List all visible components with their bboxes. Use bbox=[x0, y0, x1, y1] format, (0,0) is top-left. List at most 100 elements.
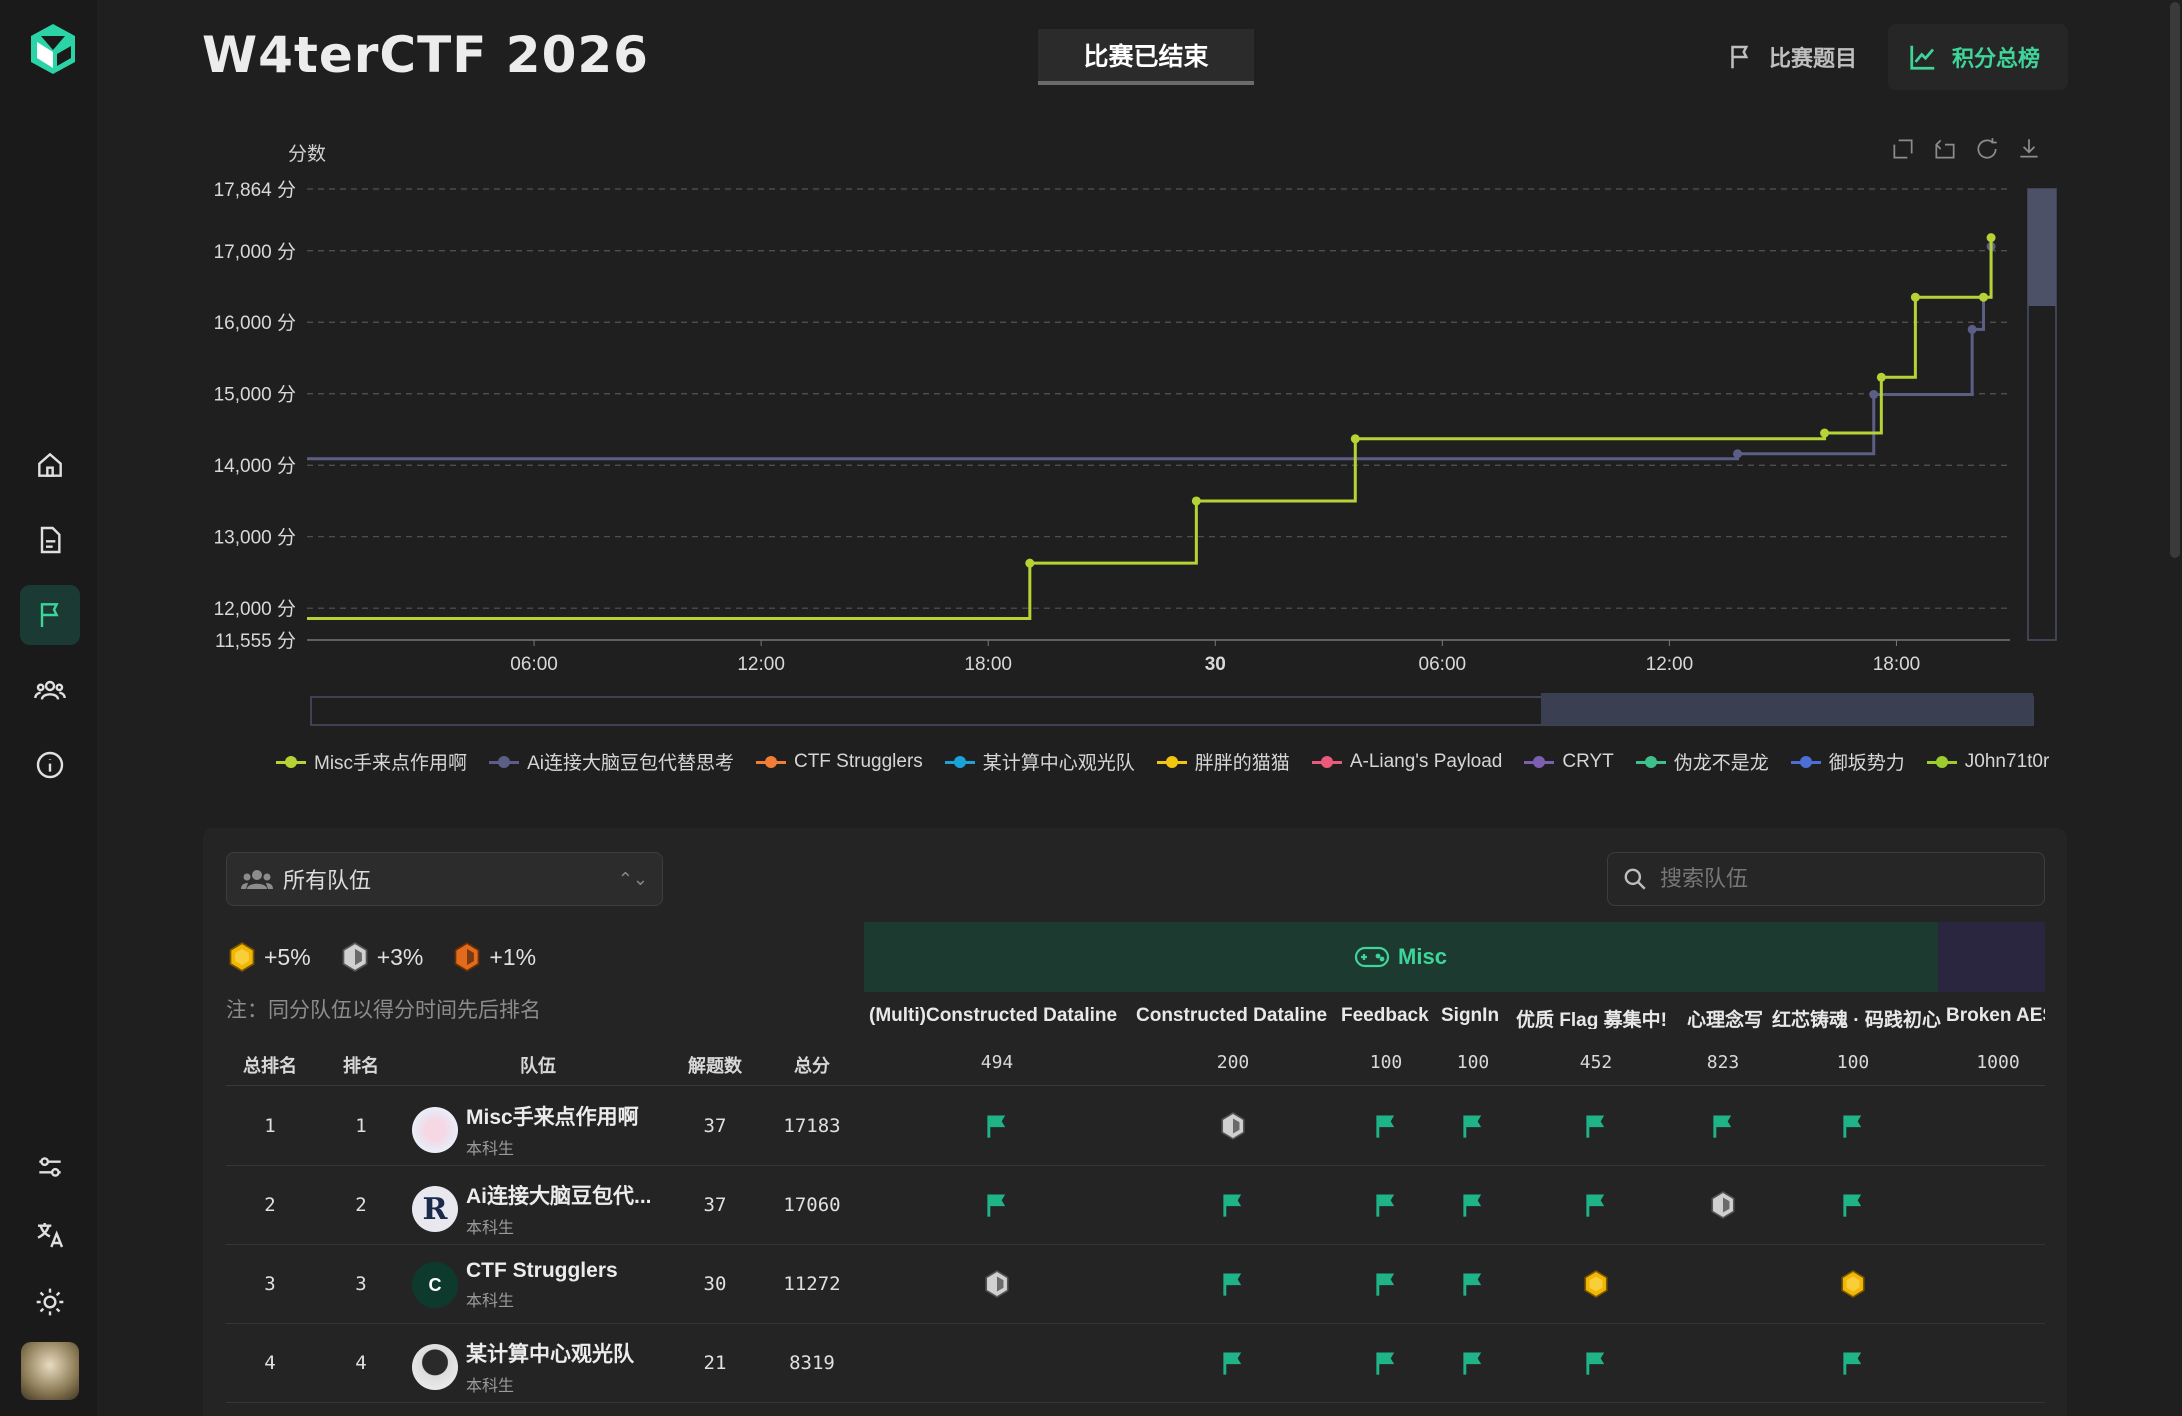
team-filter-select[interactable]: 所有队伍 ⌃⌄ bbox=[226, 852, 663, 906]
team-search-input[interactable] bbox=[1660, 866, 2020, 892]
series-point bbox=[1191, 496, 1201, 506]
solved-flag-icon bbox=[987, 1194, 1006, 1217]
nav-home[interactable] bbox=[20, 435, 80, 495]
nav-games[interactable] bbox=[20, 585, 80, 645]
game-status-tab[interactable]: 比赛已结束 bbox=[1038, 29, 1254, 85]
solved-flag-icon bbox=[1223, 1352, 1242, 1375]
table-row[interactable]: 2 2 R Ai连接大脑豆包代... 本科生 37 17060 bbox=[226, 1166, 2045, 1245]
team-cell[interactable]: Misc手来点作用啊 本科生 bbox=[412, 1101, 639, 1159]
challenge-name[interactable]: SignIn bbox=[1441, 1005, 1500, 1026]
legend-item[interactable]: CTF Strugglers bbox=[755, 751, 923, 773]
legend-item[interactable]: 御坂势力 bbox=[1790, 748, 1905, 775]
category-misc: Misc bbox=[1354, 944, 1447, 970]
scoreboard-link[interactable]: 积分总榜 bbox=[1888, 24, 2068, 90]
second-blood-label: +3% bbox=[376, 943, 424, 970]
series-point bbox=[1869, 389, 1879, 399]
series-point bbox=[1733, 449, 1743, 459]
nav-language[interactable] bbox=[20, 1205, 80, 1265]
total-score: 17060 bbox=[783, 1194, 841, 1216]
nav-teams[interactable] bbox=[20, 660, 80, 720]
flag-icon bbox=[40, 603, 59, 627]
series-point bbox=[1910, 292, 1920, 302]
overall-rank: 4 bbox=[264, 1352, 276, 1374]
legend-item[interactable]: 伪龙不是龙 bbox=[1635, 748, 1769, 775]
legend-item[interactable]: J0hn71t0r bbox=[1926, 751, 2049, 773]
team-search[interactable] bbox=[1607, 852, 2045, 906]
team-avatar bbox=[412, 1344, 458, 1390]
table-row[interactable]: 1 1 Misc手来点作用啊 本科生 37 17183 bbox=[226, 1087, 2045, 1166]
download-icon[interactable] bbox=[2016, 136, 2042, 162]
chart-toolbox bbox=[1890, 136, 2042, 162]
legend-item[interactable]: A-Liang's Payload bbox=[1311, 751, 1502, 773]
challenge-name[interactable]: Constructed Dataline bbox=[1136, 1005, 1328, 1026]
team-name[interactable]: 某计算中心观光队 bbox=[466, 1343, 634, 1366]
series-point bbox=[1967, 324, 1977, 334]
total-score: 11272 bbox=[783, 1273, 841, 1295]
restore-icon[interactable] bbox=[1974, 136, 2000, 162]
challenge-name[interactable]: (Multi)Constructed Dataline bbox=[869, 1005, 1118, 1026]
legend-label: 御坂势力 bbox=[1828, 753, 1905, 774]
solved-flag-icon bbox=[1586, 1115, 1605, 1138]
page-scrollbar[interactable] bbox=[2170, 2, 2180, 558]
team-filter-value: 所有队伍 bbox=[283, 868, 372, 893]
nav-settings[interactable] bbox=[20, 1137, 80, 1197]
x-tick-label: 12:00 bbox=[1646, 654, 1694, 675]
team-name[interactable]: Ai连接大脑豆包代... bbox=[466, 1185, 652, 1208]
challenge-name[interactable]: Feedback bbox=[1341, 1005, 1429, 1026]
table-row[interactable]: 4 4 某计算中心观光队 本科生 21 8319 bbox=[226, 1324, 2045, 1403]
y-axis-label: 分数 bbox=[288, 143, 326, 165]
header-score: 总分 bbox=[794, 1056, 830, 1076]
legend-item[interactable]: CRYT bbox=[1524, 751, 1614, 773]
y-tick-label: 14,000 分 bbox=[214, 455, 296, 477]
header-solves: 解题数 bbox=[688, 1056, 742, 1076]
logo-icon[interactable] bbox=[27, 22, 79, 76]
legend-item[interactable]: Misc手来点作用啊 bbox=[276, 748, 467, 775]
challenge-name[interactable]: Broken AES bbox=[1946, 1005, 2045, 1026]
solved-flag-icon bbox=[1463, 1273, 1482, 1296]
ranking-note: 注：同分队伍以得分时间先后排名 bbox=[226, 999, 541, 1022]
user-avatar[interactable] bbox=[21, 1342, 79, 1400]
scoreboard-label: 积分总榜 bbox=[1952, 46, 2041, 71]
gamepad-icon bbox=[1354, 946, 1390, 968]
zoom-reset-icon[interactable] bbox=[1932, 136, 1958, 162]
nav-posts[interactable] bbox=[20, 510, 80, 570]
silver-hex-icon bbox=[342, 942, 368, 972]
team-cell[interactable]: R Ai连接大脑豆包代... 本科生 bbox=[412, 1180, 652, 1238]
challenges-link[interactable]: 比赛题目 bbox=[1705, 24, 1877, 90]
third-blood-bonus: +1% bbox=[453, 942, 536, 972]
legend-marker bbox=[1156, 755, 1187, 768]
legend-item[interactable]: Ai连接大脑豆包代替思考 bbox=[489, 748, 734, 775]
challenge-points: 200 bbox=[1216, 1052, 1250, 1073]
challenge-name[interactable]: 心理念写 bbox=[1687, 1010, 1764, 1029]
challenge-points: 494 bbox=[980, 1052, 1014, 1073]
challenge-name[interactable]: 优质 Flag 募集中! bbox=[1516, 1010, 1667, 1029]
next-category-header[interactable] bbox=[1938, 922, 2045, 992]
solve-count: 37 bbox=[703, 1115, 727, 1137]
table-row[interactable]: 3 3 C CTF Strugglers 本科生 30 11272 bbox=[226, 1245, 2045, 1324]
zoom-select-icon[interactable] bbox=[1890, 136, 1916, 162]
legend-item[interactable]: 某计算中心观光队 bbox=[944, 748, 1135, 775]
team-cell[interactable]: C CTF Strugglers 本科生 bbox=[412, 1259, 618, 1311]
solved-flag-icon bbox=[987, 1115, 1006, 1138]
team-name[interactable]: Misc手来点作用啊 bbox=[466, 1106, 639, 1129]
vertical-zoom-handle bbox=[2028, 189, 2056, 306]
header-rank: 排名 bbox=[343, 1056, 379, 1076]
solved-flag-icon bbox=[1713, 1115, 1732, 1138]
solved-flag-icon bbox=[1463, 1115, 1482, 1138]
legend-marker bbox=[1635, 755, 1666, 768]
team-name[interactable]: CTF Strugglers bbox=[466, 1259, 618, 1282]
legend-marker bbox=[1524, 755, 1555, 768]
legend-marker bbox=[755, 755, 786, 768]
challenge-points: 100 bbox=[1836, 1052, 1870, 1073]
solved-flag-icon bbox=[1843, 1194, 1862, 1217]
x-tick-label: 12:00 bbox=[737, 654, 785, 675]
x-tick-label: 06:00 bbox=[510, 654, 558, 675]
challenge-points: 100 bbox=[1369, 1052, 1403, 1073]
legend-item[interactable]: 胖胖的猫猫 bbox=[1156, 748, 1290, 775]
x-tick-label: 06:00 bbox=[1419, 654, 1467, 675]
challenge-name[interactable]: 红芯铸魂 · 码践初心 bbox=[1772, 1010, 1941, 1029]
nav-about[interactable] bbox=[20, 735, 80, 795]
nav-theme[interactable] bbox=[20, 1272, 80, 1332]
category-header[interactable]: Misc bbox=[864, 922, 2045, 992]
team-cell[interactable]: 某计算中心观光队 本科生 bbox=[412, 1338, 634, 1396]
